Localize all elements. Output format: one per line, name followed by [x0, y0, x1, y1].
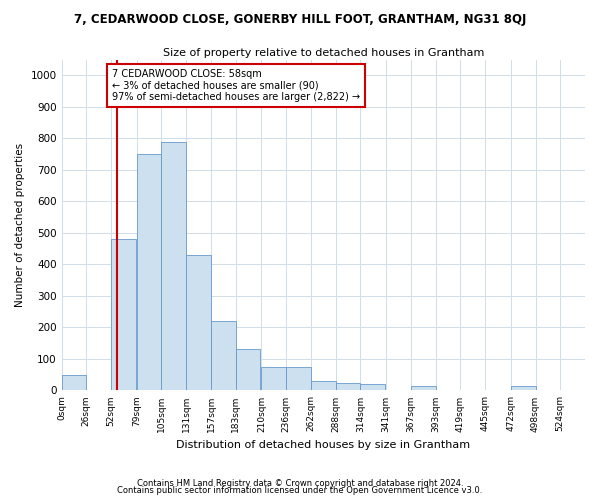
Bar	[62, 374, 86, 390]
Text: 7, CEDARWOOD CLOSE, GONERBY HILL FOOT, GRANTHAM, NG31 8QJ: 7, CEDARWOOD CLOSE, GONERBY HILL FOOT, G…	[74, 12, 526, 26]
Bar	[211, 321, 236, 390]
Bar	[361, 384, 385, 390]
Bar	[262, 367, 286, 390]
Bar	[236, 350, 260, 391]
Bar	[186, 255, 211, 390]
Bar	[286, 367, 311, 390]
Bar	[161, 142, 186, 390]
Bar	[335, 382, 361, 390]
Text: 7 CEDARWOOD CLOSE: 58sqm
← 3% of detached houses are smaller (90)
97% of semi-de: 7 CEDARWOOD CLOSE: 58sqm ← 3% of detache…	[112, 69, 360, 102]
Bar	[137, 154, 161, 390]
Bar	[311, 381, 335, 390]
Text: Contains HM Land Registry data © Crown copyright and database right 2024.: Contains HM Land Registry data © Crown c…	[137, 478, 463, 488]
Bar	[511, 386, 536, 390]
Text: Contains public sector information licensed under the Open Government Licence v3: Contains public sector information licen…	[118, 486, 482, 495]
Bar	[411, 386, 436, 390]
Bar	[111, 239, 136, 390]
Y-axis label: Number of detached properties: Number of detached properties	[15, 143, 25, 307]
Title: Size of property relative to detached houses in Grantham: Size of property relative to detached ho…	[163, 48, 484, 58]
X-axis label: Distribution of detached houses by size in Grantham: Distribution of detached houses by size …	[176, 440, 470, 450]
